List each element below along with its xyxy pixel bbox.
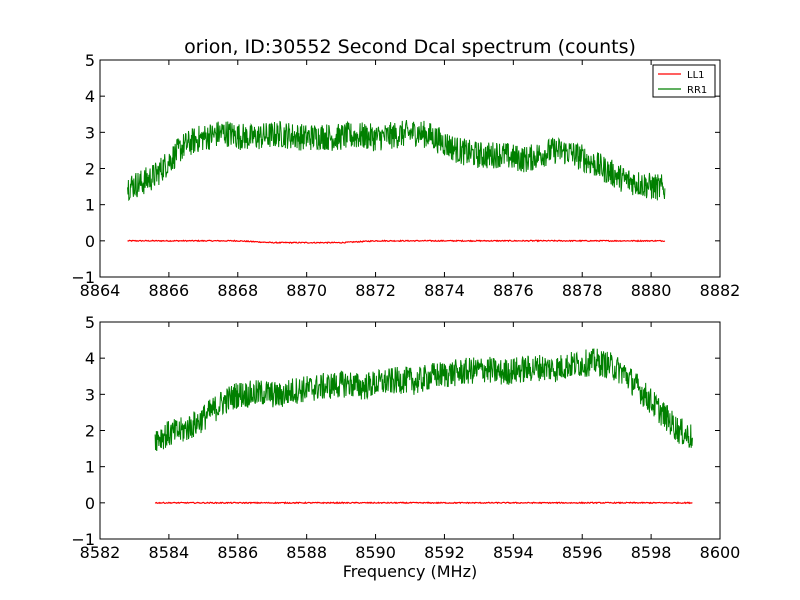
top-ytick-label: 5 (85, 51, 95, 70)
bottom-ytick-label: 0 (85, 494, 95, 513)
top-ytick-label: 1 (85, 196, 95, 215)
bottom-series-rr1-line (154, 348, 693, 451)
bottom-ytick-label: 1 (85, 458, 95, 477)
top-plot-frame (99, 59, 721, 278)
top-ytick-label: 4 (85, 87, 95, 106)
bottom-ytick-label: 5 (85, 313, 95, 332)
top-xtick-label: 8882 (700, 281, 741, 300)
top-xtick-label: 8870 (286, 281, 327, 300)
top-ytick-label: 0 (85, 232, 95, 251)
bottom-panel: 8582 8584 8586 8588 8590 8592 8594 8596 8598 8600… (71, 313, 740, 581)
top-xtick-label: 8864 (80, 281, 121, 300)
bottom-xtick-label: 8586 (217, 543, 258, 562)
bottom-series-ll1-line (154, 501, 693, 505)
bottom-ytick-label: 4 (85, 349, 95, 368)
bottom-xtick-label: 8584 (149, 543, 190, 562)
bottom-xtick-label: 8596 (562, 543, 603, 562)
legend-label-ll1: LL1 (687, 70, 705, 81)
bottom-xtick-label: 8594 (493, 543, 534, 562)
top-xtick-label: 8874 (424, 281, 465, 300)
top-chart-title: orion, ID:30552 Second Dcal spectrum (co… (184, 36, 636, 58)
top-xtick-label: 8866 (149, 281, 190, 300)
top-xtick-label: 8872 (355, 281, 396, 300)
top-xtick-label: 8878 (562, 281, 603, 300)
top-xtick-label: 8876 (493, 281, 534, 300)
top-series-rr1-line (127, 120, 666, 202)
top-series-ll1-line (127, 239, 666, 245)
bottom-ytick-label: −1 (71, 530, 95, 549)
top-panel: 8864 8866 8868 8870 8872 8874 8876 8878 8880 8882… (71, 36, 740, 300)
bottom-ytick-label: 2 (85, 422, 95, 441)
bottom-xtick-label: 8588 (286, 543, 327, 562)
legend-box (652, 64, 716, 98)
top-ytick-label: −1 (71, 268, 95, 287)
legend-label-rr1: RR1 (687, 85, 707, 96)
bottom-xtick-label: 8592 (424, 543, 465, 562)
bottom-xtick-label: 8590 (355, 543, 396, 562)
bottom-xtick-label: 8598 (631, 543, 672, 562)
bottom-ytick-label: 3 (85, 385, 95, 404)
bottom-xtick-label: 8582 (80, 543, 121, 562)
top-ytick-label: 3 (85, 123, 95, 142)
top-ytick-label: 2 (85, 160, 95, 179)
bottom-x-axis-label: Frequency (MHz) (343, 562, 477, 581)
top-xtick-label: 8880 (631, 281, 672, 300)
top-xtick-label: 8868 (217, 281, 258, 300)
bottom-xtick-label: 8600 (700, 543, 741, 562)
